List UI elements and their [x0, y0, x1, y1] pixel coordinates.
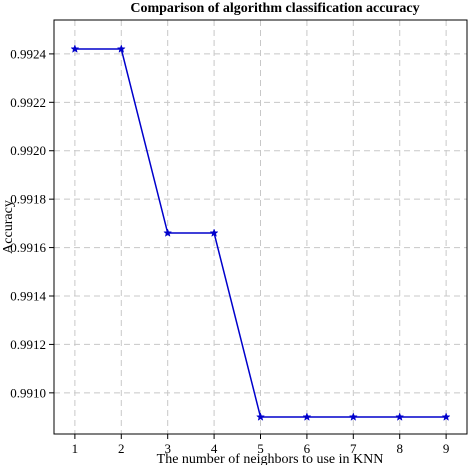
y-tick-label: 0.9916: [10, 240, 46, 255]
x-tick-label: 9: [443, 441, 450, 456]
data-point-star: [70, 44, 80, 53]
x-tick-label: 4: [211, 441, 218, 456]
ticks-layer: 1 2 3 4 5 6 7 8 9 0.9910 0.9912 0.9914 0.9916 0.9918 0…: [10, 46, 449, 456]
y-tick-label: 0.9914: [10, 289, 46, 304]
x-tick-label: 8: [396, 441, 403, 456]
data-point-star: [209, 228, 219, 237]
data-point-star: [116, 44, 126, 53]
data-point-star: [163, 228, 173, 237]
x-tick-label: 3: [164, 441, 171, 456]
x-tick-label: 5: [257, 441, 264, 456]
y-tick-label: 0.9912: [10, 337, 46, 352]
y-tick-label: 0.9918: [10, 192, 46, 207]
x-axis-label: The number of neighbors to use in KNN: [157, 452, 384, 465]
data-point-star: [302, 412, 312, 421]
y-tick-label: 0.9910: [10, 385, 46, 400]
x-tick-label: 6: [304, 441, 311, 456]
y-tick-label: 0.9924: [10, 46, 46, 61]
y-tick-label: 0.9922: [10, 95, 46, 110]
series-layer: [70, 44, 451, 421]
data-point-star: [395, 412, 405, 421]
data-point-star: [441, 412, 451, 421]
data-point-star: [348, 412, 358, 421]
x-tick-label: 1: [72, 441, 79, 456]
x-tick-label: 7: [350, 441, 357, 456]
x-tick-label: 2: [118, 441, 125, 456]
y-axis-label: Accuracy: [1, 200, 16, 254]
grid-layer: [54, 20, 467, 434]
data-point-star: [256, 412, 265, 421]
y-tick-label: 0.9920: [10, 143, 46, 158]
chart-title: Comparison of algorithm classification a…: [130, 1, 419, 16]
